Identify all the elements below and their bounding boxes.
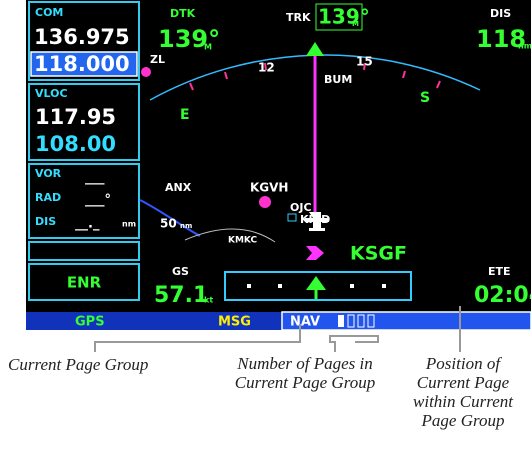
active-waypoint: KSGF — [350, 243, 407, 265]
waypoint: ANX — [165, 181, 192, 194]
callout-lines — [94, 306, 461, 352]
rad-label: RAD — [35, 191, 61, 204]
cdi-needle — [306, 276, 326, 290]
waypoint: KIXD — [300, 213, 330, 226]
waypoint-dot — [259, 196, 271, 208]
mode-box — [28, 263, 140, 301]
gs-value: 57.1 — [154, 283, 208, 308]
waypoint: KGVH — [250, 181, 288, 195]
waypoint: OJC — [290, 201, 312, 214]
to-arrow — [306, 246, 324, 260]
callout: Position of Current Page within Current … — [413, 354, 513, 430]
aircraft — [305, 212, 329, 231]
callout: Current Page Group — [8, 355, 148, 374]
dis-unit: nm — [518, 42, 531, 51]
dtk-unit: M — [204, 43, 212, 52]
waypoint-dot — [141, 67, 151, 77]
compass-label: 12 — [258, 61, 275, 75]
vloc-box — [28, 83, 140, 161]
callout-wrap: Position of Current Page within Current … — [413, 354, 513, 430]
status-left: GPS — [75, 315, 105, 330]
ete-value: 02:04 — [474, 283, 531, 308]
com-active: 136.975 — [34, 25, 130, 49]
vor-dis-value: __._ — [75, 217, 100, 232]
vor-box — [28, 163, 140, 239]
vor-dis-unit: nm — [122, 220, 136, 229]
left-panel — [28, 1, 140, 301]
blank-box — [28, 241, 140, 261]
com-box — [28, 1, 140, 81]
road — [184, 228, 276, 243]
dis-value: 118 — [476, 25, 526, 53]
gs-label: GS — [172, 265, 189, 278]
cdi-dots — [247, 284, 386, 288]
com-label: COM — [35, 6, 63, 19]
compass-label: E — [180, 107, 190, 123]
lubber — [306, 42, 324, 56]
trk-unit: M — [352, 20, 359, 28]
page-indicators — [338, 314, 375, 328]
mode: ENR — [67, 274, 102, 292]
message: MSG — [218, 315, 251, 330]
callout-wrap: Number of Pages in Current Page Group — [234, 354, 376, 392]
trk-box — [315, 3, 363, 31]
com-standby: 118.000 — [34, 52, 130, 76]
trk-value: 139° — [318, 5, 370, 29]
map-range-unit: nm — [180, 222, 192, 230]
vloc-standby: 108.00 — [35, 132, 116, 156]
callout: Number of Pages in Current Page Group — [234, 354, 376, 392]
map-range: 50 — [160, 217, 177, 231]
dis-label: DIS — [490, 7, 511, 20]
compass-label: S — [420, 90, 430, 106]
standby-highlight — [30, 51, 138, 77]
vor-value: ___ — [85, 171, 105, 186]
waypoint: BUM — [324, 73, 352, 86]
border — [139, 199, 201, 237]
vor-label: VOR — [35, 167, 62, 180]
waypoint: KMKC — [228, 236, 258, 246]
waypoint: ZL — [150, 53, 165, 66]
compass-ticks — [189, 62, 441, 91]
page-group: NAV — [290, 315, 320, 330]
rad-value: ___° — [85, 193, 111, 208]
dis-label: DIS — [35, 215, 56, 228]
compass-label: 15 — [356, 55, 373, 69]
page-group-box — [281, 311, 531, 331]
vloc-active: 117.95 — [35, 105, 116, 129]
cdi — [224, 271, 412, 301]
vloc-label: VLOC — [35, 87, 68, 100]
dtk-label: DTK — [170, 7, 196, 20]
ete-label: ETE — [488, 265, 511, 278]
airport — [287, 213, 297, 222]
gs-unit: kt — [204, 296, 213, 305]
trk-label: TRK — [286, 11, 311, 24]
dtk-value: 139° — [158, 25, 220, 53]
